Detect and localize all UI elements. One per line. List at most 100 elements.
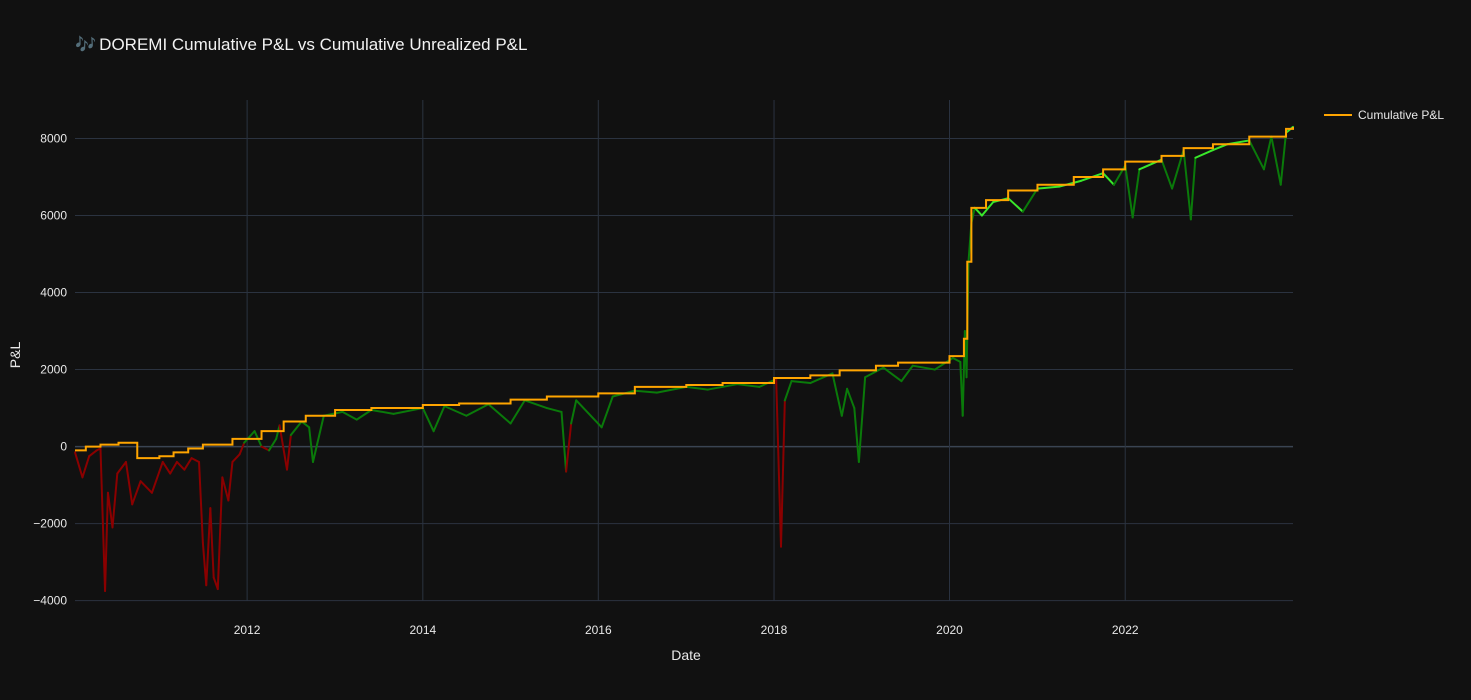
unrealized-pnl-segment [175,460,186,471]
unrealized-pnl-segment [465,403,490,417]
unrealized-pnl-segment [111,472,119,529]
unrealized-pnl-segment [600,395,614,429]
unrealized-pnl-segment [231,453,241,463]
unrealized-pnl-segment [951,357,962,363]
unrealized-pnl-segment [900,364,914,383]
unrealized-pnl-segment [74,451,84,479]
unrealized-pnl-segment [139,480,153,494]
unrealized-pnl-segment [831,372,843,417]
unrealized-pnl-segment [99,447,107,592]
unrealized-pnl-segment [260,445,270,452]
unrealized-pnl-segment [370,408,395,415]
unrealized-pnl-segment [124,460,134,506]
unrealized-pnl-segment [432,405,446,433]
x-tick-label: 2014 [409,623,436,637]
unrealized-pnl-segment [81,455,91,479]
unrealized-pnl-segment [1189,156,1197,221]
y-tick-label: 8000 [40,132,67,146]
unrealized-pnl-segment [783,380,793,402]
unrealized-pnl-segment [882,366,903,383]
unrealized-pnl-segment [864,366,885,379]
y-tick-label: 6000 [40,209,67,223]
unrealized-pnl-segment [633,389,658,394]
unrealized-pnl-segment [1279,131,1288,186]
unrealized-pnl-segment [1102,172,1115,186]
unrealized-pnl-segment [1194,149,1214,159]
unrealized-pnl-segment [790,380,812,385]
unrealized-pnl-segment [443,405,468,417]
unrealized-pnl-segment [565,422,573,473]
y-tick-label: −4000 [33,594,67,608]
unrealized-pnl-segment [570,399,578,425]
unrealized-pnl-segment [857,376,867,463]
unrealized-pnl-segment [1036,185,1061,190]
grid-lines [75,100,1293,602]
unrealized-pnl-segment [523,399,548,410]
unrealized-pnl-segment [980,201,995,217]
unrealized-pnl-segment [1124,164,1134,219]
unrealized-pnl-segment [150,460,164,494]
unrealized-pnl-segment [911,364,936,371]
unrealized-pnl-segment [205,507,212,587]
unrealized-pnl-segment [509,399,526,425]
unrealized-pnl-segment [1182,149,1192,221]
unrealized-pnl-segment [190,457,201,463]
unrealized-pnl-segment [846,387,856,410]
x-tick-label: 2022 [1112,623,1139,637]
y-axis-ticks: −4000 −2000 0 2000 4000 6000 8000 [33,132,67,608]
unrealized-pnl-segment [198,460,204,544]
legend-label-cumulative-pnl: Cumulative P&L [1358,108,1444,122]
y-tick-label: −2000 [33,517,67,531]
unrealized-pnl-segment [308,426,314,463]
cumulative-pnl-line [75,126,1294,460]
unrealized-pnl-segment [736,383,761,388]
plot-area [74,125,1294,592]
unrealized-pnl-segment [289,420,303,437]
unrealized-pnl-segment [840,387,849,417]
x-tick-label: 2018 [761,623,788,637]
legend[interactable]: Cumulative P&L [1324,108,1444,122]
unrealized-pnl-segment [116,460,127,475]
unrealized-pnl-segment [88,449,98,458]
unrealized-pnl-segment [775,378,782,548]
unrealized-pnl-segment [487,403,512,425]
unrealized-pnl-segment [216,476,224,591]
unrealized-pnl-segment [161,460,172,475]
music-notes-icon: 🎶 [75,35,96,54]
unrealized-pnl-segment [973,206,983,217]
chart-title: 🎶 DOREMI Cumulative P&L vs Cumulative Unr… [75,35,527,54]
unrealized-pnl-segment [209,507,215,579]
unrealized-pnl-segment [1248,139,1265,171]
unrealized-pnl-segment [1270,135,1282,186]
unrealized-pnl-segment [341,410,358,421]
unrealized-pnl-segment [560,410,568,473]
unrealized-pnl-segment [286,434,292,471]
x-tick-label: 2012 [234,623,261,637]
unrealized-pnl-segment [1160,158,1174,190]
y-tick-label: 4000 [40,286,67,300]
unrealized-pnl-segment [243,430,256,444]
unrealized-pnl-segment [355,408,373,421]
unrealized-pnl-segment [169,460,178,475]
unrealized-pnl-segment [238,441,246,456]
unrealized-pnl-segment [545,407,563,413]
unrealized-pnl-segment [106,491,114,529]
unrealized-pnl-segment [575,399,603,429]
y-axis-title: P&L [7,342,23,369]
unrealized-pnl-segment [131,480,142,506]
x-axis-title: Date [671,647,701,663]
x-tick-label: 2020 [936,623,963,637]
unrealized-pnl-segment [267,437,278,452]
x-tick-label: 2016 [585,623,612,637]
unrealized-pnl-segment [1007,197,1024,213]
x-axis-ticks: 2012 2014 2016 2018 2020 2022 [234,623,1139,637]
unrealized-pnl-segment [227,460,234,502]
unrealized-pnl-segment [183,457,193,471]
unrealized-pnl-segment [706,383,739,391]
unrealized-pnl-segment [1131,168,1141,219]
unrealized-pnl-segment [278,424,289,471]
unrealized-pnl-segment [685,385,709,391]
y-tick-label: 0 [60,440,67,454]
unrealized-pnl-segment [104,491,109,592]
